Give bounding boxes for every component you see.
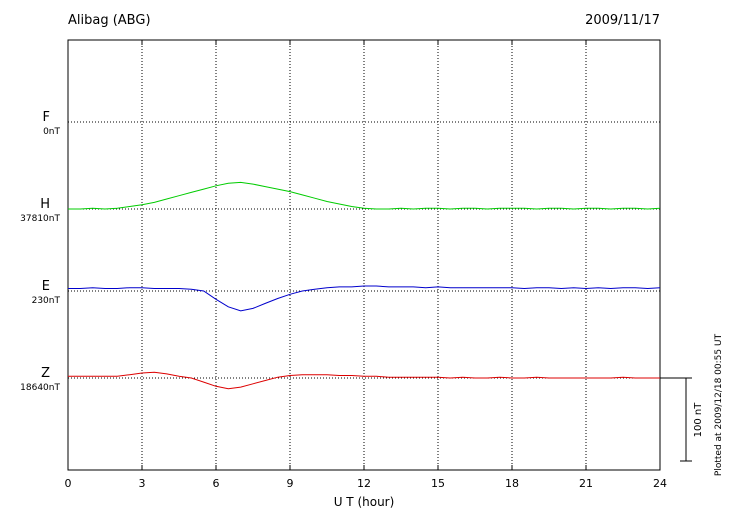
x-tick-label-24: 24: [653, 477, 667, 490]
x-axis-label: U T (hour): [334, 495, 395, 509]
channel-label-E: E: [42, 279, 50, 294]
x-tick-label-9: 9: [287, 477, 294, 490]
channel-baseline-value-F: 0nT: [43, 127, 60, 137]
channel-baseline-value-E: 230nT: [32, 296, 61, 306]
x-tick-label-15: 15: [431, 477, 445, 490]
channel-label-Z: Z: [41, 366, 50, 381]
x-tick-label-3: 3: [139, 477, 146, 490]
scale-bar: 100 nT: [660, 377, 704, 462]
traces: [68, 181, 661, 390]
channel-baseline-value-H: 37810nT: [20, 214, 60, 224]
channel-label-F: F: [43, 110, 50, 125]
trace-H: [68, 181, 661, 210]
scale-bar-label: 100 nT: [693, 402, 704, 438]
plot-border: [67, 39, 661, 471]
x-tick-label-18: 18: [505, 477, 519, 490]
x-tick-label-6: 6: [213, 477, 220, 490]
plot-date: 2009/11/17: [585, 13, 660, 28]
trace-E: [68, 285, 661, 312]
x-tick-label-12: 12: [357, 477, 371, 490]
grid: 0 3 6 9 12 15 18 21 24: [65, 40, 667, 490]
trace-Z: [68, 371, 660, 390]
station-title: Alibag (ABG): [68, 13, 151, 28]
x-tick-label-21: 21: [579, 477, 593, 490]
x-tick-label-0: 0: [65, 477, 72, 490]
plotted-at-note: Plotted at 2009/12/18 00:55 UT: [714, 333, 724, 476]
channel-label-H: H: [40, 197, 50, 212]
channel-labels: F 0nT H 37810nT E 230nT Z 18640nT: [20, 110, 60, 393]
channel-baseline-value-Z: 18640nT: [20, 383, 60, 393]
